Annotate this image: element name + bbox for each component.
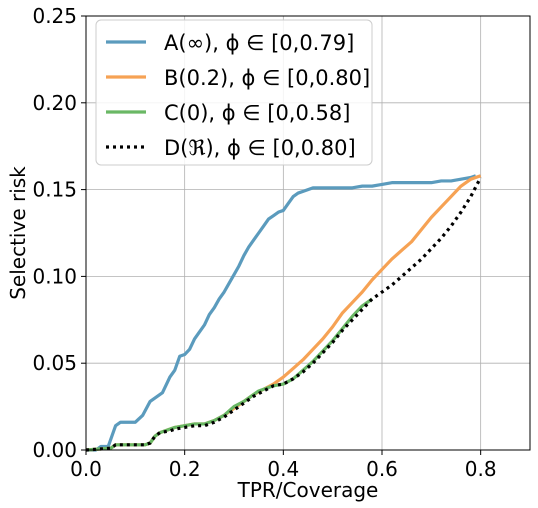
plot-frame [85,15,531,451]
x-tick-label: 0.2 [169,457,201,481]
x-axis-label: TPR/Coverage [237,478,379,502]
legend-label-2: B(0.2), ϕ ∈ [0,0.80] [164,66,370,90]
legend: A(∞), ϕ ∈ [0,0.79] B(0.2), ϕ ∈ [0,0.80] C(… [95,19,373,166]
series-line-4 [85,176,483,452]
y-tick-label: 0.15 [32,178,77,202]
legend-label-4: D(ℜ), ϕ ∈ [0,0.80] [164,136,356,160]
y-tick-label: 0.00 [32,438,77,462]
y-tick-label: 0.20 [32,91,77,115]
axis-ticks: 0.0 0.2 0.4 0.6 0.8 0.00 0.05 0.10 0.15 0.20 0.25 [32,4,496,481]
y-tick-label: 0.10 [32,264,77,288]
x-tick-label: 0.4 [267,457,299,481]
legend-box [95,19,373,166]
x-tick-label: 0.6 [366,457,398,481]
x-tick-label: 0.8 [465,457,497,481]
y-axis-label: Selective risk [6,166,30,300]
y-tick-label: 0.05 [32,351,77,375]
x-tick-label: 0.0 [70,457,102,481]
legend-label-3: C(0), ϕ ∈ [0,0.58] [164,101,350,125]
series-line-1 [86,174,477,452]
y-tick-label: 0.25 [32,4,77,28]
series-layer [85,174,483,452]
legend-label-1: A(∞), ϕ ∈ [0,0.79] [164,31,354,55]
